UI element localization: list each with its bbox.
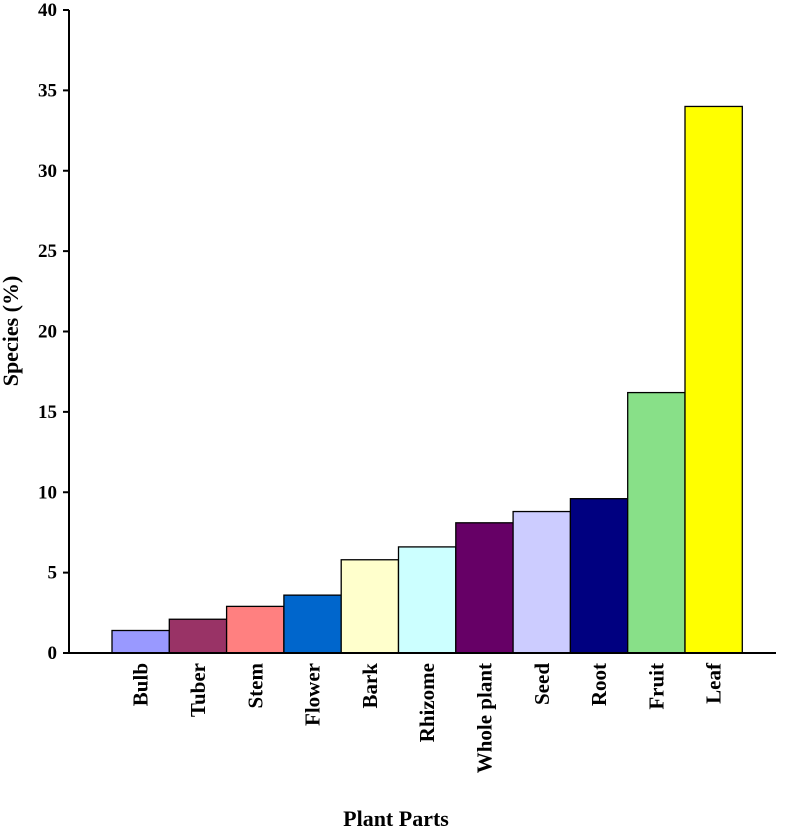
y-tick-label: 5 xyxy=(48,563,58,584)
bar-fruit xyxy=(627,391,686,654)
x-category-label: Rhizome xyxy=(415,663,439,742)
y-tick-label: 20 xyxy=(38,322,57,343)
x-category-label: Seed xyxy=(530,663,554,705)
y-tick-label: 0 xyxy=(48,643,58,664)
x-category-label: Bark xyxy=(358,663,382,709)
bar-rhizome xyxy=(397,546,457,654)
y-tick-label: 35 xyxy=(38,80,57,101)
x-category-label: Tuber xyxy=(186,663,210,717)
bar-flower xyxy=(283,594,342,654)
x-category-label: Leaf xyxy=(702,662,726,704)
x-category-label: Bulb xyxy=(129,663,153,706)
bar-stem xyxy=(225,605,285,654)
y-tick-label: 30 xyxy=(38,161,57,182)
bar-root xyxy=(569,498,629,654)
y-tick-label: 25 xyxy=(38,241,57,262)
x-axis-title: Plant Parts xyxy=(343,806,449,831)
x-category-label: Flower xyxy=(301,663,325,726)
y-tick-label: 40 xyxy=(38,0,57,21)
y-ticks-group: 0 5 10 15 20 25 30 35 40 xyxy=(38,0,69,664)
x-labels-group: Bulb Tuber Stem Flower Bark Rhizome Whole plan… xyxy=(129,662,726,773)
bar-tuber xyxy=(168,618,228,654)
y-axis-title: Species (%) xyxy=(0,276,23,387)
x-category-label: Fruit xyxy=(644,663,668,710)
x-category-label: Stem xyxy=(243,663,267,709)
bar-seed xyxy=(512,510,572,654)
bar-whole-plant xyxy=(455,522,514,654)
bars-group xyxy=(111,105,743,654)
bar-bark xyxy=(340,559,400,654)
y-tick-label: 10 xyxy=(38,482,57,503)
x-category-label: Whole plant xyxy=(472,663,496,773)
bar-bulb xyxy=(111,629,170,654)
bar-leaf xyxy=(684,105,743,654)
y-tick-label: 15 xyxy=(38,402,57,423)
x-category-label: Root xyxy=(587,663,611,706)
